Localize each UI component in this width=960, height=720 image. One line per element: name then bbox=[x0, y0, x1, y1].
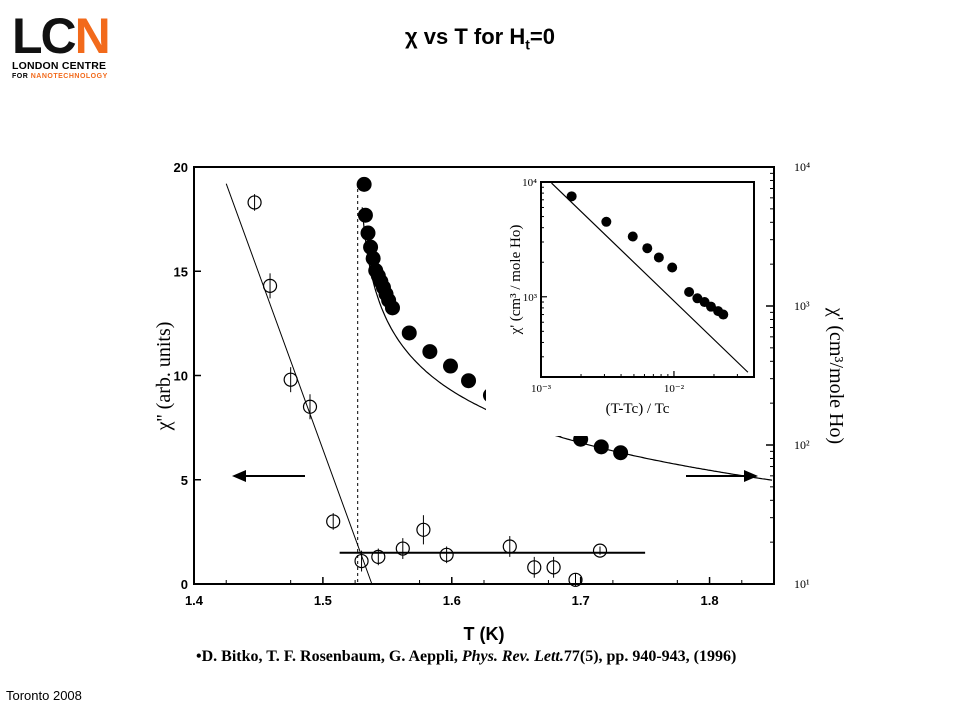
chi2-open-point bbox=[262, 278, 278, 293]
y-right-axis-label: χ' (cm³/mole Ho) bbox=[825, 307, 847, 444]
chi2-steep-fit-line bbox=[225, 183, 373, 585]
logo-line2: FOR NANOTECHNOLOGY bbox=[12, 72, 134, 81]
footer-text: Toronto 2008 bbox=[6, 688, 82, 703]
citation-details: 77(5), pp. 940-943, (1996) bbox=[563, 648, 737, 665]
inset-chart: 10⁻³ 10⁻² 10³ 10⁴ (T-Tc) / Tc χ' (cm³ / mole … bbox=[486, 174, 766, 436]
chi1-filled-point bbox=[365, 250, 381, 266]
chi2-open-point bbox=[247, 195, 262, 210]
chi1-filled-point bbox=[356, 176, 372, 192]
main-chart: 1.4 1.5 1.6 1.7 1.8 0 5 10 15 20 10¹ 10² 10³ 10⁴ T (K)… bbox=[153, 160, 847, 644]
chi2-open-point bbox=[502, 539, 517, 554]
right-arrow-head bbox=[744, 470, 758, 482]
y-left-axis-label: χ'' (arb. units) bbox=[153, 322, 175, 432]
chi1-filled-point bbox=[357, 207, 373, 223]
inset-point bbox=[627, 231, 638, 242]
y-left-tick-label: 20 bbox=[174, 160, 188, 175]
logo-letters: LCN bbox=[12, 11, 134, 61]
y-left-tick-label: 5 bbox=[181, 473, 188, 488]
chi1-filled-point bbox=[461, 373, 477, 389]
chi1-filled-point bbox=[363, 239, 379, 255]
logo-line1: LONDON CENTRE bbox=[12, 60, 107, 72]
x-tick-label: 1.5 bbox=[314, 593, 332, 608]
y-right-tick-label: 10¹ bbox=[794, 577, 810, 591]
x-tick-label: 1.8 bbox=[701, 593, 719, 608]
chi2-open-point bbox=[568, 572, 583, 587]
inset-point bbox=[667, 262, 678, 273]
inset-x-tick-label: 10⁻³ bbox=[531, 383, 552, 395]
x-tick-label: 1.7 bbox=[572, 593, 590, 608]
y-left-tick-label: 10 bbox=[174, 369, 188, 384]
logo-letters-lc: LC bbox=[12, 8, 77, 64]
y-right-tick-label: 10² bbox=[794, 438, 810, 452]
inset-point bbox=[706, 301, 717, 312]
inset-y-axis-label: χ' (cm³ / mole Ho) bbox=[508, 225, 524, 336]
chi1-filled-point bbox=[401, 325, 417, 341]
inset-point bbox=[684, 287, 695, 298]
chi2-open-point bbox=[416, 522, 431, 537]
inset-x-tick-label: 10⁻² bbox=[664, 383, 685, 395]
chi2-open-point bbox=[592, 543, 608, 558]
y-left-tick-label: 0 bbox=[181, 577, 188, 592]
slide-title-sub: t bbox=[525, 36, 530, 53]
inset-background bbox=[486, 174, 766, 436]
chi2-open-point bbox=[302, 399, 318, 414]
chi2-open-point bbox=[527, 560, 542, 575]
y-right-tick-label: 10³ bbox=[794, 299, 810, 313]
x-axis-label: T (K) bbox=[464, 624, 505, 644]
citation-journal: Phys. Rev. Lett. bbox=[461, 648, 564, 665]
left-arrow-head bbox=[232, 470, 246, 482]
logo-letters-n: N bbox=[74, 8, 111, 64]
y-right-tick-label: 10⁴ bbox=[794, 160, 810, 174]
inset-x-axis-label: (T-Tc) / Tc bbox=[606, 401, 670, 417]
inset-fit-line bbox=[551, 182, 749, 373]
chi2-open-point bbox=[354, 553, 369, 569]
logo-line2-a: FOR bbox=[12, 73, 31, 80]
inset-point bbox=[653, 252, 664, 263]
chi2-open-point bbox=[283, 372, 298, 387]
chi1-fit-curve bbox=[361, 207, 773, 481]
citation-bullet: • bbox=[196, 648, 202, 665]
inset-frame bbox=[540, 181, 755, 378]
slide-title-main: χ vs T for H bbox=[404, 24, 526, 49]
x-tick-label: 1.6 bbox=[443, 593, 461, 608]
chi2-open-point bbox=[546, 560, 561, 575]
inset-point bbox=[718, 309, 729, 320]
chi1-filled-point bbox=[442, 358, 458, 374]
chi1-filled-point bbox=[360, 225, 376, 241]
logo-line2-b: NANOTECHNOLOGY bbox=[30, 73, 108, 80]
x-tick-label: 1.4 bbox=[185, 593, 204, 608]
inset-point bbox=[601, 216, 612, 227]
chi1-filled-point bbox=[593, 439, 609, 455]
chi2-open-point bbox=[395, 541, 410, 556]
citation: •D. Bitko, T. F. Rosenbaum, G. Aeppli, P… bbox=[196, 648, 736, 666]
chi2-open-point bbox=[326, 514, 341, 529]
chi2-open-point bbox=[371, 549, 386, 564]
slide-title: χ vs T for Ht=0 bbox=[0, 24, 960, 52]
inset-y-tick-label: 10⁴ bbox=[522, 177, 537, 189]
inset-point bbox=[566, 191, 577, 202]
chi1-filled-point bbox=[613, 445, 629, 461]
inset-y-tick-label: 10³ bbox=[523, 292, 538, 304]
citation-authors: D. Bitko, T. F. Rosenbaum, G. Aeppli, bbox=[201, 648, 462, 665]
inset-point bbox=[642, 243, 653, 254]
chi1-filled-point bbox=[422, 344, 438, 360]
chi2-open-point bbox=[439, 547, 454, 562]
y-left-tick-label: 15 bbox=[174, 264, 188, 279]
lcn-logo: LCN LONDON CENTRE FOR NANOTECHNOLOGY bbox=[12, 11, 134, 84]
chi1-filled-point bbox=[384, 300, 400, 316]
slide-title-tail: =0 bbox=[529, 24, 555, 49]
